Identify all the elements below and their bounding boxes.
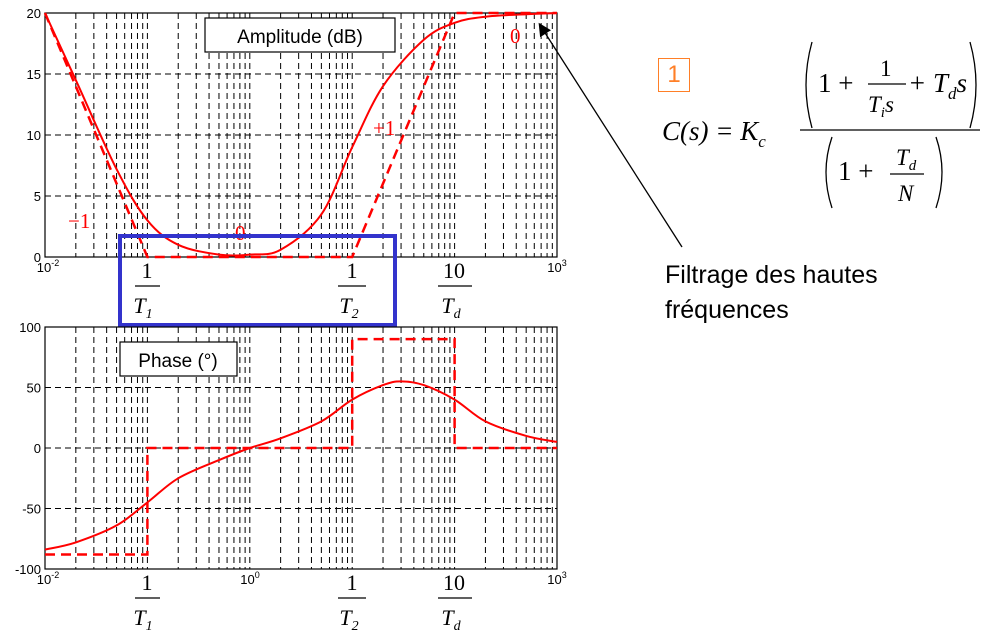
den-one: 1 + [838,156,873,186]
phase-marker-10-over-Td: 10 Td [438,570,472,634]
y-tick-label: 0 [34,441,41,456]
annotation-arrow [538,22,683,248]
y-tick-label: -50 [22,502,41,517]
den-frac-top: Td [896,145,917,174]
pid-formula: C(s) = Kc 1 + 1 Tis + Tds 1 + Td N [662,41,980,209]
svg-text:T2: T2 [339,605,358,634]
phase-solid-curve [44,380,558,551]
amplitude-title-box [204,17,396,53]
svg-text:1: 1 [347,258,358,283]
den-close-paren [935,136,943,209]
amplitude-grid [45,13,557,257]
svg-text:T1: T1 [133,293,152,322]
amplitude-x-tick-max: 103 [547,258,566,275]
marker-1-over-T2: 1 T2 [338,258,366,322]
amplitude-y-ticks: 0 5 10 15 20 [27,6,41,265]
y-tick-label: 50 [27,381,41,396]
slope-label-0-low: 0 [235,221,246,245]
svg-text:10: 10 [443,570,465,595]
phase-x-tick-mid: 100 [240,570,259,587]
svg-text:Td: Td [441,605,461,634]
amplitude-x-marker-labels: 1 T1 1 T2 10 Td [133,258,472,322]
svg-text:T1: T1 [133,605,152,634]
slope-label-plus1: +1 [373,116,395,140]
phase-marker-1-over-T2: 1 T2 [338,570,366,634]
y-tick-label: -100 [15,562,41,577]
num-one: 1 + [818,68,853,98]
amplitude-plot: 0 5 10 15 20 10-2 103 Amplitude (dB) −1 0 +1… [27,6,567,275]
slope-label-0-high: 0 [510,24,521,48]
phase-x-marker-labels: 1 T1 1 T2 10 Td [133,570,472,634]
num-frac-bot: Tis [868,92,894,121]
svg-text:1: 1 [142,570,153,595]
phase-asymptote-dashed [45,337,557,556]
amplitude-x-tick-min: 10-2 [37,258,59,275]
slope-label-minus1: −1 [68,209,90,233]
y-tick-label: 10 [27,128,41,143]
side-label: Filtrage des hautes fréquences [665,261,878,324]
marker-10-over-Td: 10 Td [438,258,472,322]
num-td-term: + Tds [908,68,967,103]
svg-text:10: 10 [443,258,465,283]
svg-text:1: 1 [347,570,358,595]
phase-title-box [119,341,238,377]
highlight-rectangle [118,234,397,327]
phase-x-tick-max: 103 [547,570,566,587]
y-tick-label: 0 [34,250,41,265]
phase-x-tick-min: 10-2 [37,570,59,587]
phase-title: Phase (°) [138,351,217,372]
amplitude-title: Amplitude (dB) [237,27,363,48]
formula-lhs: C(s) = Kc [662,116,766,151]
y-tick-label: 20 [27,6,41,21]
den-open-paren [825,136,833,209]
phase-plot: -100 -50 0 50 100 10-2 100 103 Phase (°) [15,320,567,587]
svg-text:T2: T2 [339,293,358,322]
amplitude-asymptote-dashed [43,11,557,259]
phase-marker-1-over-T1: 1 T1 [133,570,160,634]
num-close-paren [969,41,977,129]
y-tick-label: 5 [34,189,41,204]
phase-y-ticks: -100 -50 0 50 100 [15,320,41,577]
y-tick-label: 15 [27,67,41,82]
y-tick-label: 100 [19,320,41,335]
svg-text:1: 1 [142,258,153,283]
num-frac-top: 1 [880,56,892,81]
marker-1-over-T1: 1 T1 [133,258,160,322]
num-open-paren [805,41,813,129]
svg-text:Td: Td [441,293,461,322]
den-frac-bot: N [897,181,915,206]
formula-number-badge: 1 [658,58,690,92]
